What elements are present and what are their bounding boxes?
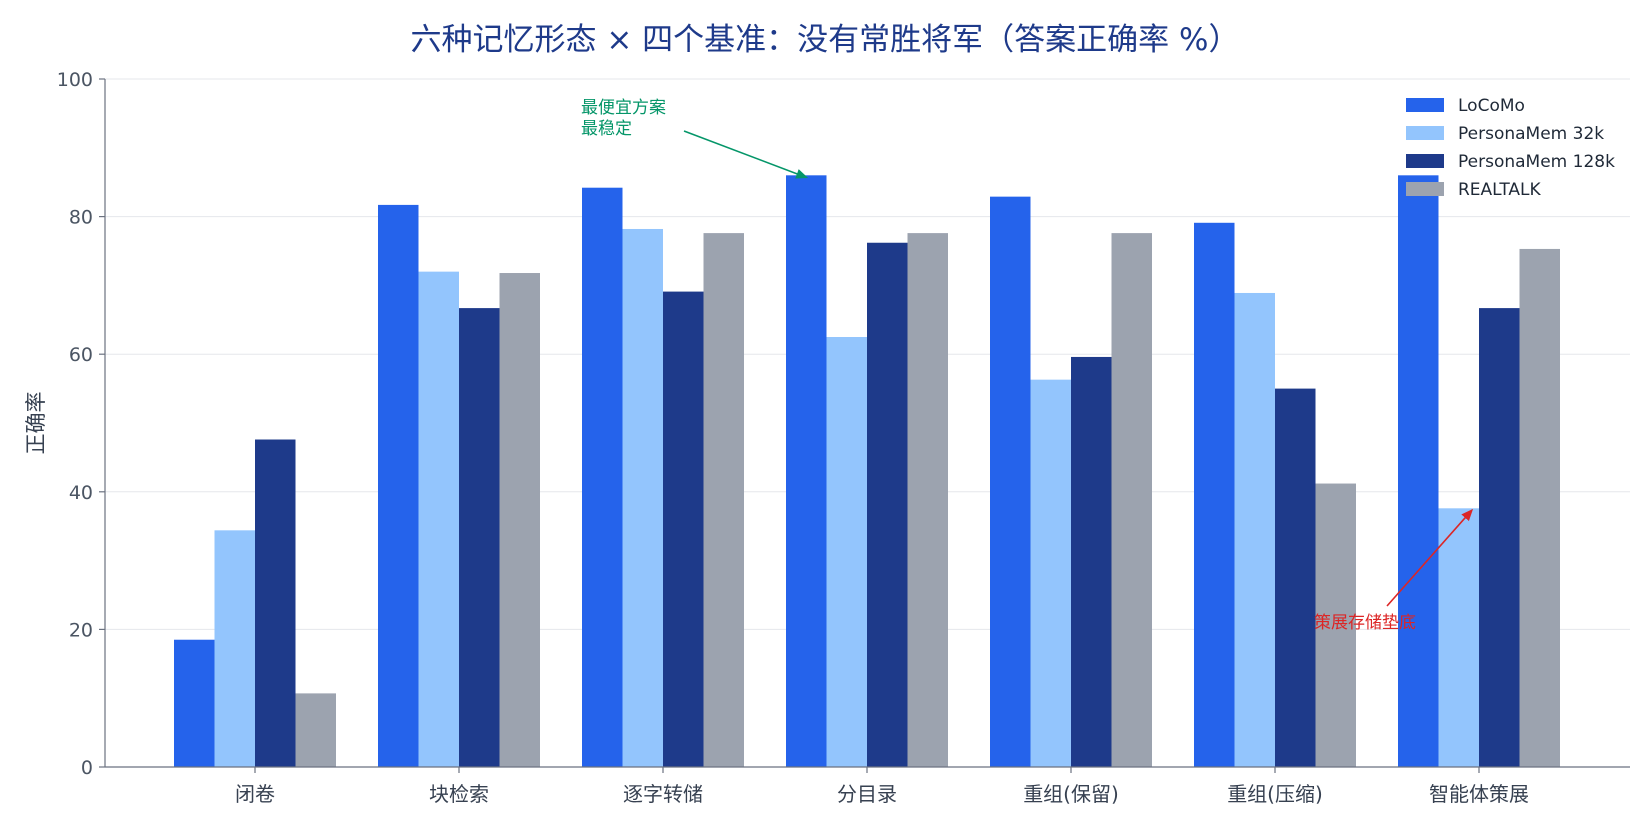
bar — [1030, 379, 1071, 767]
annotation-arrow — [1386, 508, 1474, 607]
bar — [295, 693, 336, 767]
legend-label: PersonaMem 128k — [1458, 152, 1615, 172]
bar — [1315, 483, 1356, 767]
bar — [703, 233, 744, 768]
annotation-text: 策展存储垫底 — [1314, 613, 1416, 633]
x-tick-label: 块检索 — [429, 782, 489, 806]
bar — [418, 271, 459, 767]
bar — [255, 439, 296, 767]
bar — [1438, 508, 1479, 767]
legend-swatch — [1406, 98, 1444, 112]
legend: LoCoMo PersonaMem 32k PersonaMem 128k REALT… — [1406, 96, 1615, 200]
legend-label: PersonaMem 32k — [1458, 124, 1604, 144]
x-tick-label: 智能体策展 — [1429, 782, 1529, 806]
bar — [1275, 388, 1316, 767]
bar — [622, 228, 663, 768]
x-tick-label: 重组(保留) — [1023, 782, 1119, 806]
annotation-text: 最稳定 — [581, 119, 632, 139]
chart-title: 六种记忆形态 × 四个基准：没有常胜将军（答案正确率 %） — [411, 22, 1240, 58]
y-tick-label: 100 — [57, 69, 93, 91]
bar — [582, 187, 623, 767]
bar — [663, 291, 704, 767]
bar — [1111, 233, 1152, 768]
x-tick-label: 逐字转储 — [623, 782, 703, 806]
bar — [786, 175, 827, 767]
y-tick-label: 0 — [81, 757, 93, 779]
bar — [499, 273, 540, 767]
y-tick-label: 40 — [69, 482, 93, 504]
y-tick-label: 80 — [69, 207, 93, 229]
y-ticks: 0 20 40 60 80 100 — [57, 69, 105, 779]
annotation-arrow — [683, 130, 809, 179]
legend-label: REALTALK — [1458, 180, 1541, 200]
y-tick-label: 20 — [69, 619, 93, 641]
legend-swatch — [1406, 182, 1444, 196]
y-axis-title: 正确率 — [24, 392, 48, 455]
bars — [174, 175, 1560, 768]
y-tick-label: 60 — [69, 344, 93, 366]
legend-label: LoCoMo — [1458, 96, 1525, 116]
bar — [174, 639, 215, 767]
x-tick-label: 闭卷 — [235, 782, 275, 806]
bar — [1071, 356, 1112, 767]
x-tick-label: 分目录 — [837, 782, 897, 806]
bar — [907, 233, 948, 768]
x-tick-labels: 闭卷 块检索 逐字转储 分目录 重组(保留) 重组(压缩) 智能体策展 — [235, 767, 1529, 806]
bar — [1479, 308, 1520, 767]
legend-swatch — [1406, 154, 1444, 168]
bar — [1398, 175, 1439, 767]
bar — [1234, 292, 1275, 767]
bar — [826, 337, 867, 767]
bar — [867, 242, 908, 768]
bar — [1519, 248, 1560, 767]
bar — [990, 196, 1031, 767]
bar — [214, 530, 255, 767]
annotation-text: 最便宜方案 — [581, 98, 666, 118]
bar — [1194, 222, 1235, 768]
bar — [459, 308, 500, 767]
x-tick-label: 重组(压缩) — [1227, 782, 1323, 806]
legend-swatch — [1406, 126, 1444, 140]
bar — [378, 204, 419, 767]
